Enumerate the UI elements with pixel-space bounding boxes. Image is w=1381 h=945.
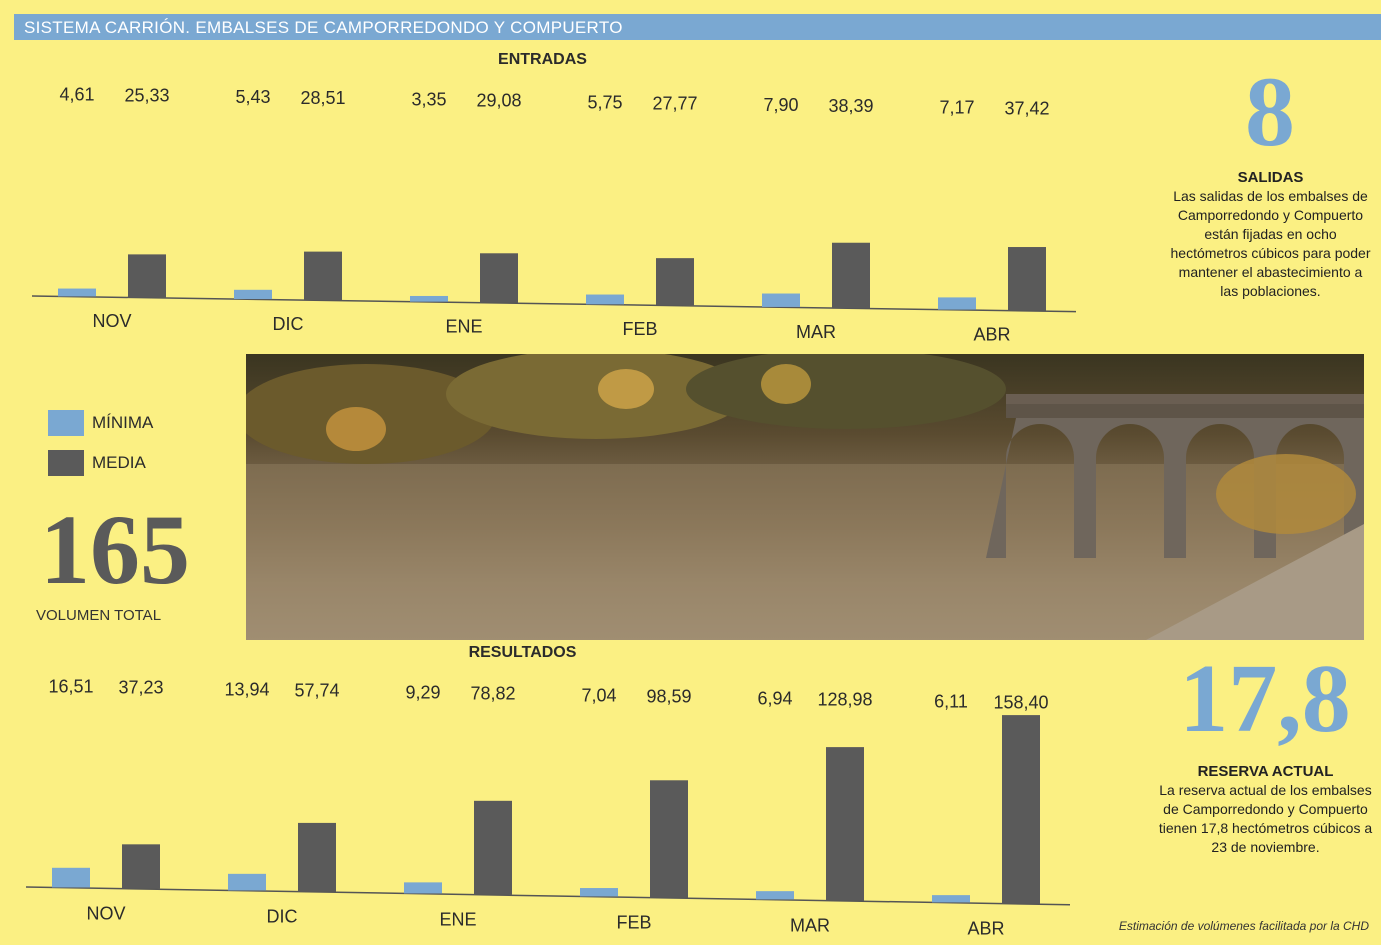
legend-item-minima: MÍNIMA — [48, 410, 153, 436]
bar-minima-abr — [938, 297, 976, 310]
value-label-minima-mar: 6,94 — [757, 688, 792, 708]
value-label-minima-nov: 16,51 — [48, 676, 93, 696]
bar-media-abr — [1008, 247, 1046, 311]
category-label-nov: NOV — [86, 903, 125, 923]
total-volume-number: 165 — [40, 494, 190, 605]
value-label-media-nov: 25,33 — [124, 85, 169, 105]
value-label-minima-abr: 6,11 — [934, 691, 968, 711]
bar-minima-ene — [404, 882, 442, 894]
bar-minima-dic — [234, 289, 272, 300]
category-label-ene: ENE — [439, 909, 476, 929]
value-label-media-abr: 37,42 — [1004, 99, 1049, 119]
entradas-chart-title: ENTRADAS — [498, 51, 587, 68]
reserva-text: La reserva actual de los embalses de Cam… — [1158, 782, 1373, 855]
source-note: Estimación de volúmenes facilitada por l… — [1118, 919, 1369, 933]
category-label-mar: MAR — [790, 915, 830, 935]
value-label-media-dic: 57,74 — [294, 681, 339, 701]
bar-media-nov — [122, 844, 160, 889]
value-label-minima-dic: 5,43 — [235, 87, 270, 107]
value-label-media-mar: 128,98 — [817, 690, 872, 710]
reserva-block: RESERVA ACTUAL La reserva actual de los … — [1158, 762, 1373, 857]
bar-minima-abr — [932, 895, 970, 903]
total-volume-label: VOLUMEN TOTAL — [36, 607, 162, 624]
bar-media-dic — [298, 822, 336, 892]
reserva-title: RESERVA ACTUAL — [1197, 763, 1334, 780]
reservoir-bridge-photo — [246, 354, 1364, 640]
bar-media-ene — [480, 253, 518, 303]
reserva-number: 17,8 — [1179, 645, 1351, 753]
bar-minima-nov — [58, 288, 96, 297]
bar-media-mar — [832, 242, 870, 308]
salidas-title: SALIDAS — [1237, 169, 1304, 186]
value-label-media-ene: 29,08 — [476, 91, 521, 111]
bar-media-feb — [650, 780, 688, 898]
category-label-feb: FEB — [622, 319, 657, 339]
value-label-minima-mar: 7,90 — [763, 95, 798, 115]
header-bar: SISTEMA CARRIÓN. EMBALSES DE CAMPORREDON… — [14, 14, 1381, 40]
bar-minima-feb — [580, 888, 618, 897]
category-label-abr: ABR — [967, 918, 1004, 938]
salidas-number: 8 — [1245, 56, 1295, 167]
legend-item-media: MEDIA — [48, 450, 146, 476]
value-label-media-dic: 28,51 — [300, 88, 345, 108]
salidas-text: Las salidas de los embalses de Camporred… — [1170, 188, 1371, 299]
value-label-minima-feb: 7,04 — [581, 685, 616, 705]
category-label-abr: ABR — [973, 324, 1010, 344]
resultados-chart-title: RESULTADOS — [468, 644, 577, 661]
photo-illustration — [246, 354, 1364, 640]
value-label-media-nov: 37,23 — [118, 678, 163, 698]
bar-minima-ene — [410, 295, 448, 302]
value-label-minima-feb: 5,75 — [587, 92, 622, 112]
value-label-media-abr: 158,40 — [993, 693, 1048, 713]
salidas-block: SALIDAS Las salidas de los embalses de C… — [1168, 168, 1373, 301]
value-label-minima-dic: 13,94 — [224, 679, 269, 699]
category-label-feb: FEB — [616, 912, 651, 932]
bar-media-mar — [826, 747, 864, 901]
bar-media-nov — [128, 254, 166, 298]
legend-label-media: MEDIA — [92, 453, 146, 472]
chart-baseline — [31, 295, 1077, 313]
legend-label-minima: MÍNIMA — [92, 413, 154, 432]
header-title: SISTEMA CARRIÓN. EMBALSES DE CAMPORREDON… — [24, 18, 623, 37]
value-label-minima-nov: 4,61 — [59, 84, 94, 104]
bar-minima-nov — [52, 867, 90, 888]
bar-minima-mar — [756, 891, 794, 900]
category-label-dic: DIC — [273, 314, 304, 334]
category-label-dic: DIC — [267, 906, 298, 926]
bar-minima-mar — [762, 293, 800, 307]
value-label-minima-ene: 9,29 — [405, 682, 440, 702]
value-label-media-feb: 98,59 — [646, 687, 691, 707]
bar-minima-dic — [228, 873, 266, 891]
value-label-minima-abr: 7,17 — [939, 98, 974, 118]
legend-swatch-media — [48, 450, 84, 476]
category-label-nov: NOV — [92, 311, 131, 331]
legend-swatch-minima — [48, 410, 84, 436]
bar-media-ene — [474, 800, 512, 895]
category-label-ene: ENE — [445, 316, 482, 336]
bar-media-dic — [304, 251, 342, 301]
category-label-mar: MAR — [796, 322, 836, 342]
bar-media-abr — [1002, 715, 1040, 904]
value-label-media-ene: 78,82 — [470, 684, 515, 704]
value-label-minima-ene: 3,35 — [411, 90, 446, 110]
bar-media-feb — [656, 258, 694, 306]
bar-minima-feb — [586, 294, 624, 305]
chart-baseline — [25, 886, 1071, 906]
value-label-media-feb: 27,77 — [652, 93, 697, 113]
value-label-media-mar: 38,39 — [828, 96, 873, 116]
